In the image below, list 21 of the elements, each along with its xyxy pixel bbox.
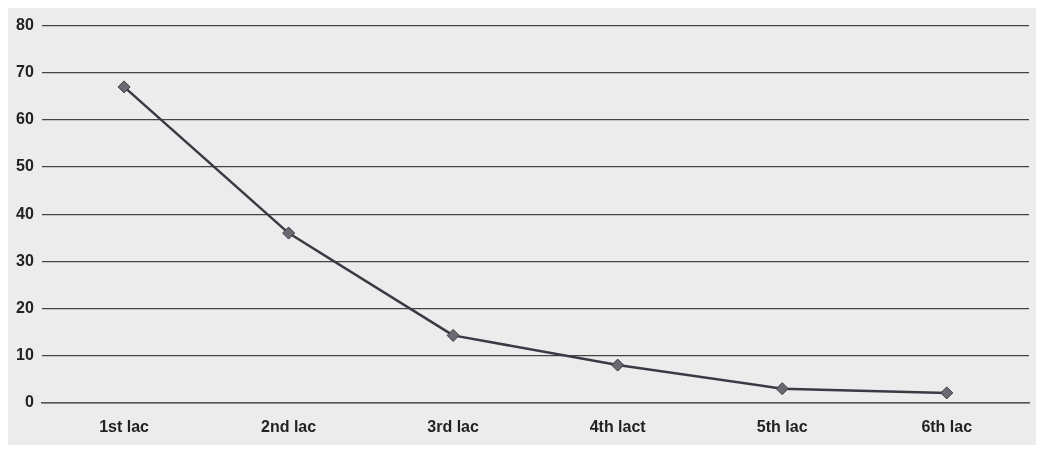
y-tick-label: 70 bbox=[16, 63, 34, 81]
point bbox=[282, 226, 296, 240]
x-tick-label: 5th lac bbox=[756, 417, 808, 435]
x-tick-label: 4th lact bbox=[589, 417, 647, 435]
point bbox=[775, 382, 789, 396]
y-tick-label: 60 bbox=[16, 110, 34, 128]
x-tick-label: 1st lac bbox=[99, 417, 150, 435]
point bbox=[117, 80, 131, 94]
point bbox=[940, 386, 954, 400]
y-tick-label: 80 bbox=[16, 16, 34, 34]
x-tick-label: 3rd lac bbox=[427, 417, 480, 435]
y-tick-label: 10 bbox=[16, 346, 34, 364]
y-tick-label: 20 bbox=[16, 298, 34, 316]
point bbox=[446, 328, 460, 342]
point bbox=[611, 358, 625, 372]
x-tick-label: 6th lac bbox=[921, 417, 973, 435]
y-tick-label: 40 bbox=[16, 204, 34, 222]
y-tick-label: 0 bbox=[24, 393, 34, 411]
y-tick-label: 50 bbox=[16, 157, 34, 175]
x-tick-label: 2nd lac bbox=[261, 417, 317, 435]
y-tick-label: 30 bbox=[16, 251, 34, 269]
